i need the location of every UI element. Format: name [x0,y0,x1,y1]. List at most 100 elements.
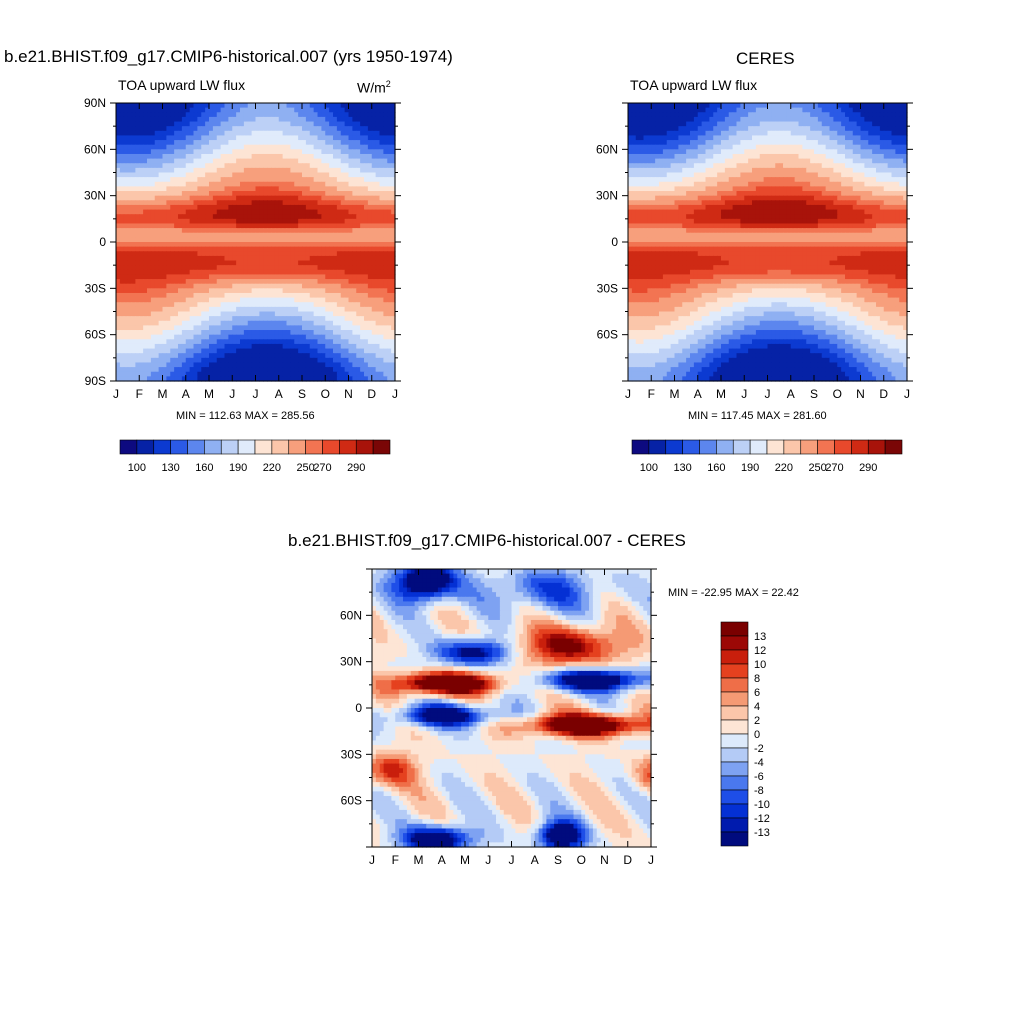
heatmap-cell [185,181,191,187]
heatmap-cell [317,186,322,192]
heatmap-cell [158,112,164,118]
heatmap-cell [201,246,206,252]
heatmap-cell [127,362,133,368]
heatmap-cell [371,311,377,317]
heatmap-cell [119,107,125,113]
heatmap-cell [251,126,257,132]
heatmap-cell [841,107,846,113]
heatmap-cell [348,353,353,359]
heatmap-cell [387,223,392,229]
heatmap-cell [243,153,249,160]
heatmap-cell [367,255,373,262]
heatmap-cell [294,228,299,234]
heatmap-cell [143,339,148,345]
heatmap-cell [274,348,280,354]
heatmap-cell [290,251,295,257]
heatmap-cell [336,343,342,350]
heatmap-cell [348,181,353,187]
heatmap-cell [240,149,245,155]
heatmap-cell [119,112,125,118]
heatmap-cell [267,302,272,308]
heatmap-cell [340,274,346,280]
heatmap-cell [259,186,264,192]
heatmap-cell [391,144,396,150]
heatmap-cell [185,242,191,248]
heatmap-cell [340,269,346,276]
heatmap-cell [321,116,326,123]
heatmap-cell [135,237,140,243]
heatmap-cell [251,177,257,183]
heatmap-cell [119,320,125,326]
heatmap-cell [371,297,377,303]
heatmap-cell [786,135,792,141]
heatmap-cell [298,191,303,197]
heatmap-cell [185,186,191,192]
heatmap-cell [158,107,164,113]
heatmap-cell [178,265,183,271]
heatmap-cell [371,316,377,322]
heatmap-cell [271,320,276,326]
heatmap-cell [212,297,218,303]
heatmap-cell [247,126,253,132]
heatmap-cell [174,232,179,238]
heatmap-cell [367,279,373,285]
heatmap-cell [174,288,179,294]
heatmap-cell [697,116,703,123]
heatmap-cell [201,260,206,266]
heatmap-cell [329,223,334,229]
heatmap-cell [321,320,326,326]
heatmap-cell [170,334,175,340]
heatmap-cell [391,251,396,257]
heatmap-cell [298,107,303,113]
heatmap-cell [220,297,226,303]
heatmap-cell [166,116,171,123]
heatmap-cell [166,334,171,340]
heatmap-cell [259,112,264,118]
heatmap-cell [352,343,357,350]
heatmap-cell [367,140,373,146]
heatmap-cell [864,112,869,118]
heatmap-cell [895,130,900,137]
heatmap-cell [721,135,726,141]
heatmap-cell [189,306,195,313]
heatmap-cell [379,288,384,294]
heatmap-cell [375,126,381,132]
heatmap-cell [383,339,388,345]
heatmap-cell [247,158,253,164]
heatmap-cell [278,121,284,127]
heatmap-cell [763,116,769,123]
heatmap-cell [333,371,338,377]
heatmap-cell [189,251,195,257]
heatmap-cell [185,103,191,109]
heatmap-cell [736,103,741,109]
heatmap-cell [267,343,272,350]
heatmap-cell [189,330,195,336]
heatmap-cell [247,107,253,113]
heatmap-cell [364,334,369,340]
heatmap-cell [371,274,377,280]
heatmap-cell [197,214,202,220]
heatmap-cell [340,204,346,211]
heatmap-cell [224,348,229,354]
heatmap-cell [340,242,346,248]
heatmap-cell [356,283,361,289]
heatmap-cell [255,269,260,276]
heatmap-cell [379,218,384,225]
heatmap-cell [228,177,233,183]
heatmap-cell [744,126,749,132]
heatmap-cell [220,186,226,192]
heatmap-cell [263,204,268,211]
heatmap-cell [883,116,889,123]
heatmap-cell [348,302,353,308]
heatmap-cell [348,306,353,313]
heatmap-cell [119,163,125,169]
heatmap-cell [631,121,637,127]
heatmap-cell [240,112,245,118]
heatmap-cell [371,279,377,285]
heatmap-cell [344,121,350,127]
heatmap-cell [158,334,164,340]
heatmap-cell [209,343,214,350]
heatmap-cell [131,367,136,373]
heatmap-cell [181,311,187,317]
heatmap-cell [119,371,125,377]
